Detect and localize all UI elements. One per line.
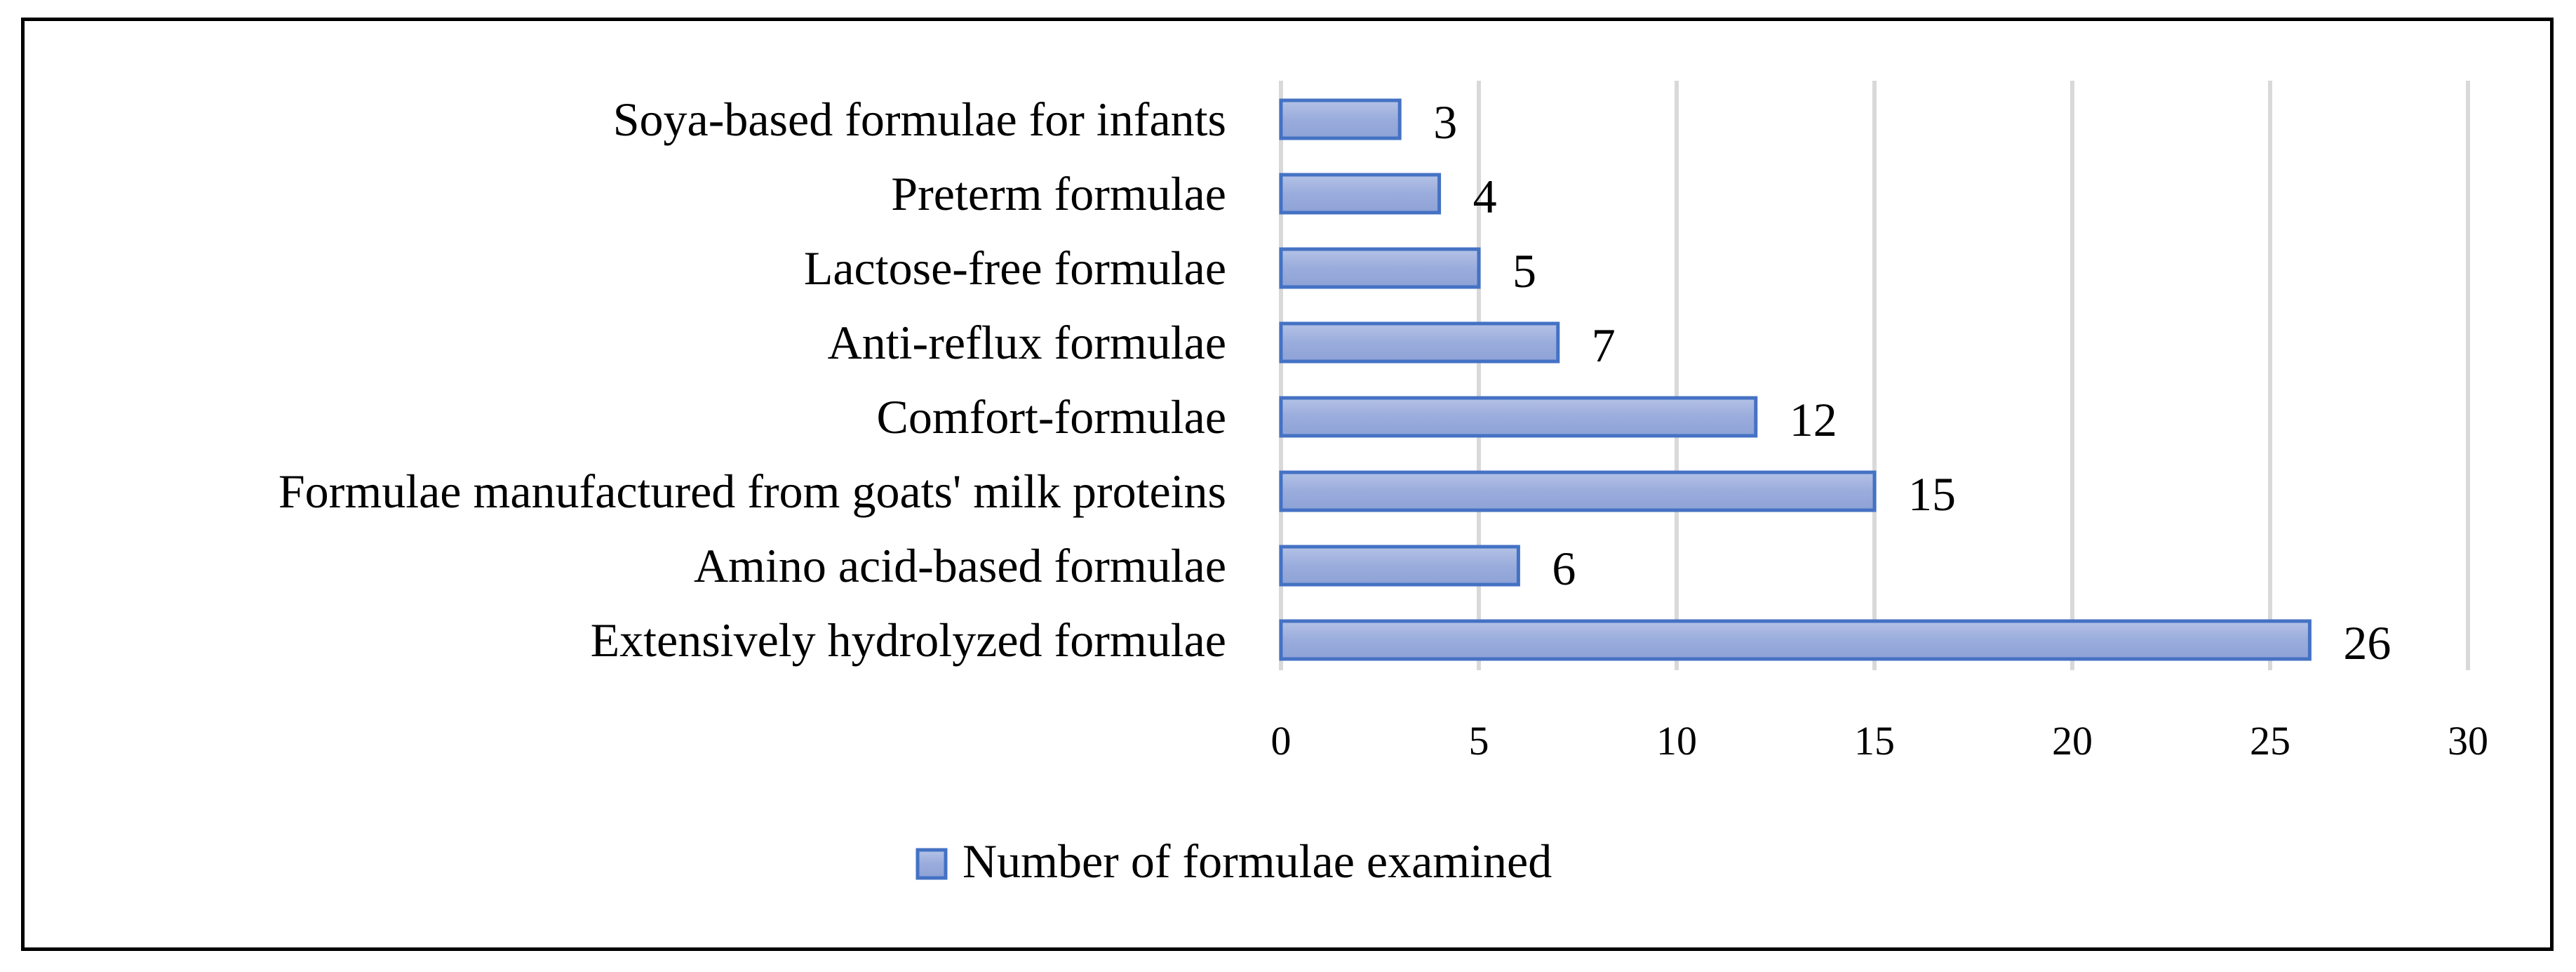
x-tick-label: 0 xyxy=(1271,718,1292,764)
data-label: 3 xyxy=(1433,95,1457,149)
x-tick-label: 30 xyxy=(2448,718,2488,764)
legend: Number of formulae examined xyxy=(915,834,1552,888)
bar xyxy=(1279,396,1758,438)
category-label: Comfort-formulae xyxy=(876,390,1226,444)
data-label: 4 xyxy=(1473,170,1497,223)
x-tick-label: 20 xyxy=(2052,718,2093,764)
bar xyxy=(1279,321,1560,364)
x-axis-tick-labels: 0 5 10 15 20 25 30 xyxy=(1271,718,2489,764)
bar xyxy=(1279,470,1877,512)
data-label: 6 xyxy=(1552,542,1576,595)
category-label: Preterm formulae xyxy=(891,167,1226,220)
category-label: Lactose-free formulae xyxy=(804,241,1226,295)
bar xyxy=(1279,545,1520,587)
x-tick-label: 15 xyxy=(1854,718,1895,764)
x-tick-label: 5 xyxy=(1469,718,1489,764)
data-label: 5 xyxy=(1512,244,1536,298)
bar xyxy=(1279,98,1402,140)
x-tick-label: 10 xyxy=(1656,718,1697,764)
legend-label: Number of formulae examined xyxy=(962,834,1552,888)
data-label: 26 xyxy=(2343,616,2391,670)
category-label: Amino acid-based formulae xyxy=(694,539,1226,592)
category-labels: Soya-based formulae for infants Preterm f… xyxy=(279,93,1226,667)
bars xyxy=(1279,98,2312,661)
category-label: Extensively hydrolyzed formulae xyxy=(591,613,1226,667)
category-label: Formulae manufactured from goats' milk p… xyxy=(279,465,1226,518)
category-label: Anti-reflux formulae xyxy=(828,316,1226,369)
bar xyxy=(1279,619,2312,661)
data-label: 12 xyxy=(1790,393,1837,446)
legend-swatch xyxy=(915,848,948,880)
bar xyxy=(1279,173,1442,215)
data-label: 15 xyxy=(1908,467,1956,521)
bar xyxy=(1279,247,1481,289)
x-tick-label: 25 xyxy=(2250,718,2290,764)
category-label: Soya-based formulae for infants xyxy=(613,93,1226,146)
data-label: 7 xyxy=(1592,319,1616,372)
data-labels: 345 7 12 15 6 26 xyxy=(1433,95,2391,670)
